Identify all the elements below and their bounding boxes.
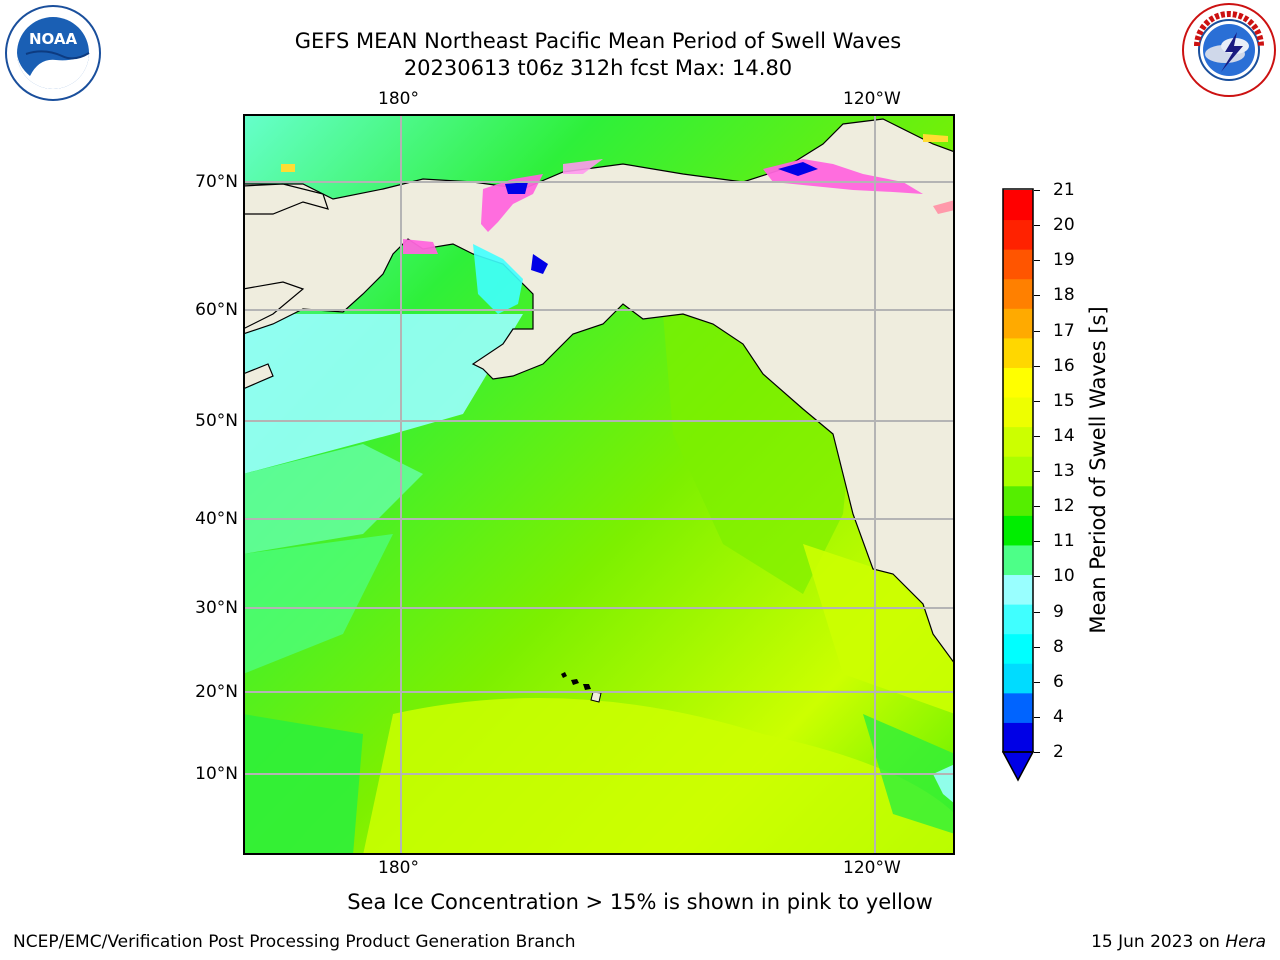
colorbar-tick-mark bbox=[1034, 225, 1040, 227]
colorbar-tick-label: 6 bbox=[1053, 671, 1064, 692]
colorbar-cell bbox=[1003, 692, 1033, 723]
colorbar-cell bbox=[1003, 485, 1033, 516]
national-weather-service-logo bbox=[1182, 3, 1276, 97]
sea-ice-chukchi bbox=[481, 174, 543, 232]
colorbar-tick-mark bbox=[1034, 681, 1040, 683]
svg-text:NOAA: NOAA bbox=[29, 30, 78, 48]
colorbar-tick-mark bbox=[1034, 471, 1040, 472]
colorbar-tick-label: 8 bbox=[1053, 636, 1064, 657]
colorbar-tick-label: 13 bbox=[1053, 461, 1075, 481]
colorbar-cell bbox=[1003, 544, 1033, 576]
lat-label-60n: 60°N bbox=[195, 300, 238, 320]
colorbar-tick-mark bbox=[1034, 611, 1040, 613]
colorbar-tick-mark bbox=[1034, 752, 1040, 753]
colorbar-cell bbox=[1003, 337, 1033, 368]
footer-credit: NCEP/EMC/Verification Post Processing Pr… bbox=[13, 932, 576, 952]
colorbar-tick-mark bbox=[1034, 400, 1040, 402]
lon-label-top-120w: 120°W bbox=[843, 89, 901, 109]
colorbar-cell bbox=[1003, 722, 1033, 753]
colorbar-cell bbox=[1003, 456, 1033, 487]
colorbar-tick-mark bbox=[1034, 190, 1040, 191]
colorbar-label: Mean Period of Swell Waves [s] bbox=[1086, 306, 1110, 634]
swell-period-map bbox=[243, 114, 955, 855]
lat-label-10n: 10°N bbox=[195, 764, 238, 784]
colorbar-cell bbox=[1003, 190, 1033, 221]
lat-label-30n: 30°N bbox=[195, 598, 238, 618]
lat-label-40n: 40°N bbox=[195, 509, 238, 529]
colorbar-tick-mark bbox=[1034, 506, 1040, 508]
colorbar-cell bbox=[1003, 367, 1033, 398]
colorbar-tick-label: 4 bbox=[1053, 706, 1064, 727]
sea-ice-note: Sea Ice Concentration > 15% is shown in … bbox=[347, 890, 933, 914]
footer-timestamp: 15 Jun 2023 on Hera bbox=[1091, 932, 1266, 952]
colorbar-tick-label: 14 bbox=[1053, 425, 1075, 446]
lon-label-bottom-120w: 120°W bbox=[843, 858, 901, 878]
colorbar-tick-mark bbox=[1034, 576, 1040, 578]
colorbar-cell bbox=[1003, 574, 1033, 605]
colorbar-tick-label: 18 bbox=[1053, 285, 1075, 306]
colorbar-cell bbox=[1003, 278, 1033, 309]
colorbar-tick-mark bbox=[1034, 330, 1040, 332]
lat-label-20n: 20°N bbox=[195, 682, 238, 702]
lon-label-top-180: 180° bbox=[378, 89, 419, 109]
graticule bbox=[243, 114, 955, 855]
colorbar-tick-label: 11 bbox=[1053, 531, 1075, 552]
noaa-logo: NOAA bbox=[5, 5, 101, 101]
colorbar-tick-label: 9 bbox=[1053, 601, 1064, 622]
colorbar-cell bbox=[1003, 604, 1033, 635]
colorbar-tick-label: 21 bbox=[1053, 180, 1075, 200]
colorbar-tick-mark bbox=[1034, 646, 1040, 648]
colorbar-cell bbox=[1003, 308, 1033, 339]
colorbar-cell bbox=[1003, 633, 1033, 664]
colorbar-cell bbox=[1003, 515, 1033, 546]
colorbar-cell bbox=[1003, 219, 1033, 250]
colorbar-extend-min-arrow bbox=[1002, 751, 1035, 782]
lat-label-70n: 70°N bbox=[195, 172, 238, 192]
colorbar-tick-label: 17 bbox=[1053, 320, 1075, 341]
colorbar-tick-label: 20 bbox=[1053, 215, 1075, 236]
colorbar-cell bbox=[1003, 426, 1033, 457]
colorbar-tick-mark bbox=[1034, 716, 1040, 718]
chart-subtitle: 20230613 t06z 312h fcst Max: 14.80 bbox=[403, 56, 793, 80]
short-period-zone bbox=[243, 314, 523, 474]
colorbar-cell bbox=[1003, 663, 1033, 694]
colorbar-tick-label: 19 bbox=[1053, 250, 1075, 271]
colorbar-cell bbox=[1003, 249, 1033, 280]
colorbar-tick-mark bbox=[1034, 295, 1040, 297]
colorbar-cell bbox=[1003, 397, 1033, 428]
colorbar-tick-label: 15 bbox=[1053, 390, 1075, 411]
chart-title: GEFS MEAN Northeast Pacific Mean Period … bbox=[294, 29, 902, 53]
colorbar bbox=[1002, 188, 1035, 782]
colorbar-tick-mark bbox=[1034, 435, 1040, 437]
footer-machine: Hera bbox=[1225, 932, 1266, 952]
colorbar-tick-label: 2 bbox=[1053, 742, 1064, 762]
lat-label-50n: 50°N bbox=[195, 411, 238, 431]
lon-label-bottom-180: 180° bbox=[378, 858, 419, 878]
colorbar-tick-label: 10 bbox=[1053, 566, 1075, 587]
colorbar-tick-mark bbox=[1034, 365, 1040, 367]
colorbar-tick-mark bbox=[1034, 541, 1040, 543]
colorbar-tick-label: 12 bbox=[1053, 496, 1075, 517]
colorbar-tick-mark bbox=[1034, 260, 1040, 262]
colorbar-tick-label: 16 bbox=[1053, 355, 1075, 376]
